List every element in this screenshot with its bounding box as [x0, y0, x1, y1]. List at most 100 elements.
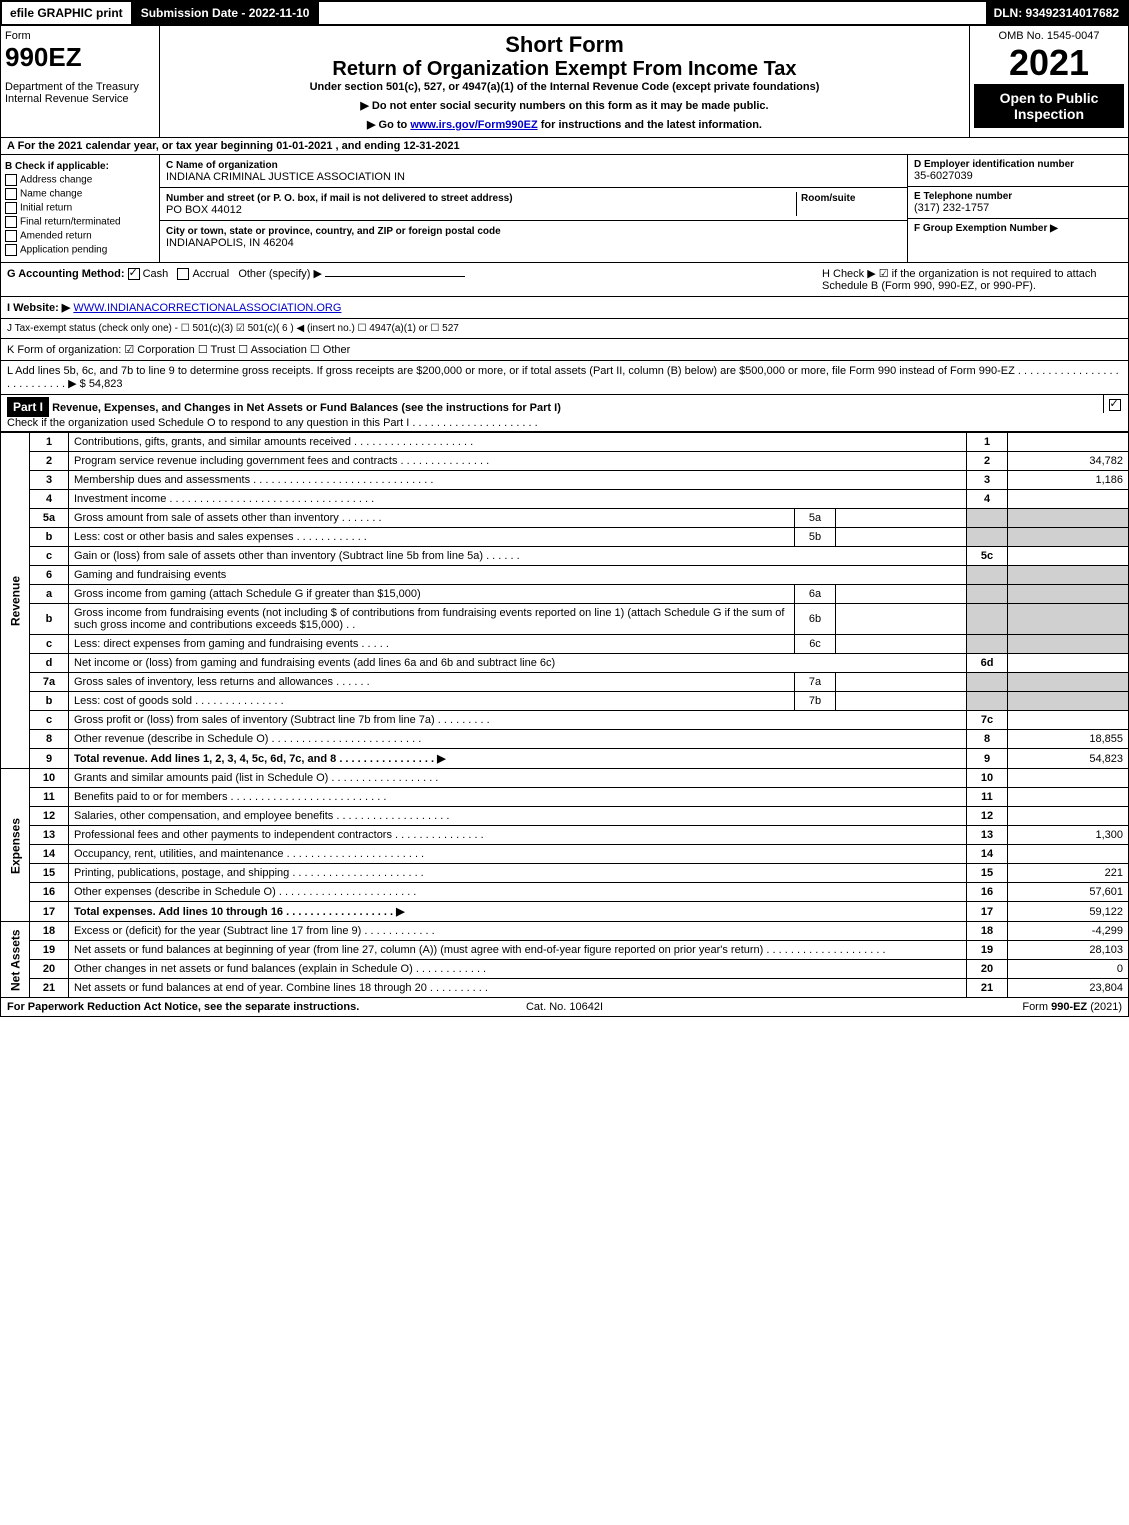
table-row: b Less: cost or other basis and sales ex… [1, 528, 1129, 547]
section-h: H Check ▶ ☑ if the organization is not r… [812, 267, 1122, 292]
omb-number: OMB No. 1545-0047 [974, 30, 1124, 42]
table-row: c Gain or (loss) from sale of assets oth… [1, 547, 1129, 566]
submission-date: Submission Date - 2022-11-10 [133, 2, 320, 24]
addr-row: Number and street (or P. O. box, if mail… [160, 188, 907, 221]
table-row: Revenue 1 Contributions, gifts, grants, … [1, 433, 1129, 452]
addr-label: Number and street (or P. O. box, if mail… [166, 193, 513, 204]
section-f: F Group Exemption Number ▶ [908, 219, 1128, 238]
table-row: a Gross income from gaming (attach Sched… [1, 585, 1129, 604]
org-name: INDIANA CRIMINAL JUSTICE ASSOCIATION IN [166, 171, 405, 183]
table-row: 21 Net assets or fund balances at end of… [1, 979, 1129, 998]
part1-check-text: Check if the organization used Schedule … [7, 417, 409, 429]
section-a: A For the 2021 calendar year, or tax yea… [0, 138, 1129, 155]
city-label: City or town, state or province, country… [166, 226, 501, 237]
goto-note: ▶ Go to www.irs.gov/Form990EZ for instru… [166, 118, 963, 131]
table-row: 13 Professional fees and other payments … [1, 826, 1129, 845]
e-label: E Telephone number [914, 191, 1122, 202]
header-center: Short Form Return of Organization Exempt… [160, 26, 970, 137]
table-row: 20 Other changes in net assets or fund b… [1, 960, 1129, 979]
efile-label: efile GRAPHIC print [2, 2, 133, 24]
short-form-title: Short Form [166, 32, 963, 58]
6a-value [836, 585, 967, 604]
expenses-vert: Expenses [1, 769, 30, 922]
city-value: INDIANAPOLIS, IN 46204 [166, 237, 294, 249]
f-label: F Group Exemption Number ▶ [914, 223, 1122, 234]
table-row: 19 Net assets or fund balances at beginn… [1, 941, 1129, 960]
dln-label: DLN: 93492314017682 [986, 2, 1127, 24]
lines-table: Revenue 1 Contributions, gifts, grants, … [0, 432, 1129, 998]
footer-left: For Paperwork Reduction Act Notice, see … [7, 1001, 379, 1013]
table-row: c Less: direct expenses from gaming and … [1, 635, 1129, 654]
table-row: 3 Membership dues and assessments . . . … [1, 471, 1129, 490]
section-e: E Telephone number (317) 232-1757 [908, 187, 1128, 219]
checkbox-final[interactable] [5, 216, 17, 228]
table-row: 17 Total expenses. Add lines 10 through … [1, 902, 1129, 922]
checkbox-amended[interactable] [5, 230, 17, 242]
section-l: L Add lines 5b, 6c, and 7b to line 9 to … [0, 361, 1129, 395]
table-row: Expenses 10 Grants and similar amounts p… [1, 769, 1129, 788]
checkbox-accrual[interactable] [177, 268, 189, 280]
dept-label: Department of the Treasury [5, 81, 155, 93]
part1-title: Revenue, Expenses, and Changes in Net As… [52, 402, 561, 414]
checkbox-pending[interactable] [5, 244, 17, 256]
under-section: Under section 501(c), 527, or 4947(a)(1)… [166, 81, 963, 93]
ssn-note: ▶ Do not enter social security numbers o… [166, 99, 963, 112]
row-g-h: G Accounting Method: Cash Accrual Other … [0, 263, 1129, 297]
table-row: b Less: cost of goods sold . . . . . . .… [1, 692, 1129, 711]
section-g: G Accounting Method: Cash Accrual Other … [7, 267, 812, 292]
ein-value: 35-6027039 [914, 170, 1122, 182]
room-label: Room/suite [801, 193, 855, 204]
section-j: J Tax-exempt status (check only one) - ☐… [0, 319, 1129, 339]
table-row: Net Assets 18 Excess or (deficit) for th… [1, 922, 1129, 941]
7b-value [836, 692, 967, 711]
table-row: 15 Printing, publications, postage, and … [1, 864, 1129, 883]
revenue-vert: Revenue [1, 433, 30, 769]
c-label: C Name of organization [166, 160, 278, 171]
table-row: 12 Salaries, other compensation, and emp… [1, 807, 1129, 826]
page-footer: For Paperwork Reduction Act Notice, see … [0, 998, 1129, 1017]
info-right: D Employer identification number 35-6027… [907, 155, 1128, 262]
table-row: 11 Benefits paid to or for members . . .… [1, 788, 1129, 807]
checkbox-name[interactable] [5, 188, 17, 200]
netassets-vert: Net Assets [1, 922, 30, 998]
table-row: b Gross income from fundraising events (… [1, 604, 1129, 635]
org-name-row: C Name of organization INDIANA CRIMINAL … [160, 155, 907, 188]
6b-value [836, 604, 967, 635]
header-left: Form 990EZ Department of the Treasury In… [1, 26, 160, 137]
part1-header-row: Part I Revenue, Expenses, and Changes in… [0, 395, 1129, 432]
section-c: C Name of organization INDIANA CRIMINAL … [160, 155, 907, 262]
checkbox-address[interactable] [5, 174, 17, 186]
b-opt-initial: Initial return [5, 202, 155, 214]
part1-end-checkbox[interactable] [1103, 395, 1128, 413]
table-row: 6 Gaming and fundraising events [1, 566, 1129, 585]
top-bar-spacer [319, 2, 985, 24]
website-link[interactable]: WWW.INDIANACORRECTIONALASSOCIATION.ORG [73, 302, 341, 314]
table-row: 4 Investment income . . . . . . . . . . … [1, 490, 1129, 509]
i-label: I Website: ▶ [7, 302, 70, 314]
tax-year: 2021 [974, 42, 1124, 84]
b-opt-final: Final return/terminated [5, 216, 155, 228]
table-row: c Gross profit or (loss) from sales of i… [1, 711, 1129, 730]
b-opt-address: Address change [5, 174, 155, 186]
b-opt-amended: Amended return [5, 230, 155, 242]
table-row: 5a Gross amount from sale of assets othe… [1, 509, 1129, 528]
form-number: 990EZ [5, 42, 155, 73]
section-d: D Employer identification number 35-6027… [908, 155, 1128, 187]
other-specify-blank [325, 276, 465, 277]
irs-link[interactable]: www.irs.gov/Form990EZ [410, 119, 537, 131]
return-title: Return of Organization Exempt From Incom… [166, 58, 963, 81]
part1-title-cell: Part I Revenue, Expenses, and Changes in… [1, 395, 1103, 431]
5b-value [836, 528, 967, 547]
footer-right: Form 990-EZ (2021) [750, 1001, 1122, 1013]
g-label: G Accounting Method: [7, 268, 125, 280]
form-header: Form 990EZ Department of the Treasury In… [0, 26, 1129, 138]
5a-value [836, 509, 967, 528]
city-row: City or town, state or province, country… [160, 221, 907, 253]
table-row: 9 Total revenue. Add lines 1, 2, 3, 4, 5… [1, 749, 1129, 769]
irs-label: Internal Revenue Service [5, 93, 155, 105]
header-right: OMB No. 1545-0047 2021 Open to Public In… [970, 26, 1128, 137]
checkbox-cash[interactable] [128, 268, 140, 280]
table-row: d Net income or (loss) from gaming and f… [1, 654, 1129, 673]
checkbox-initial[interactable] [5, 202, 17, 214]
6c-value [836, 635, 967, 654]
